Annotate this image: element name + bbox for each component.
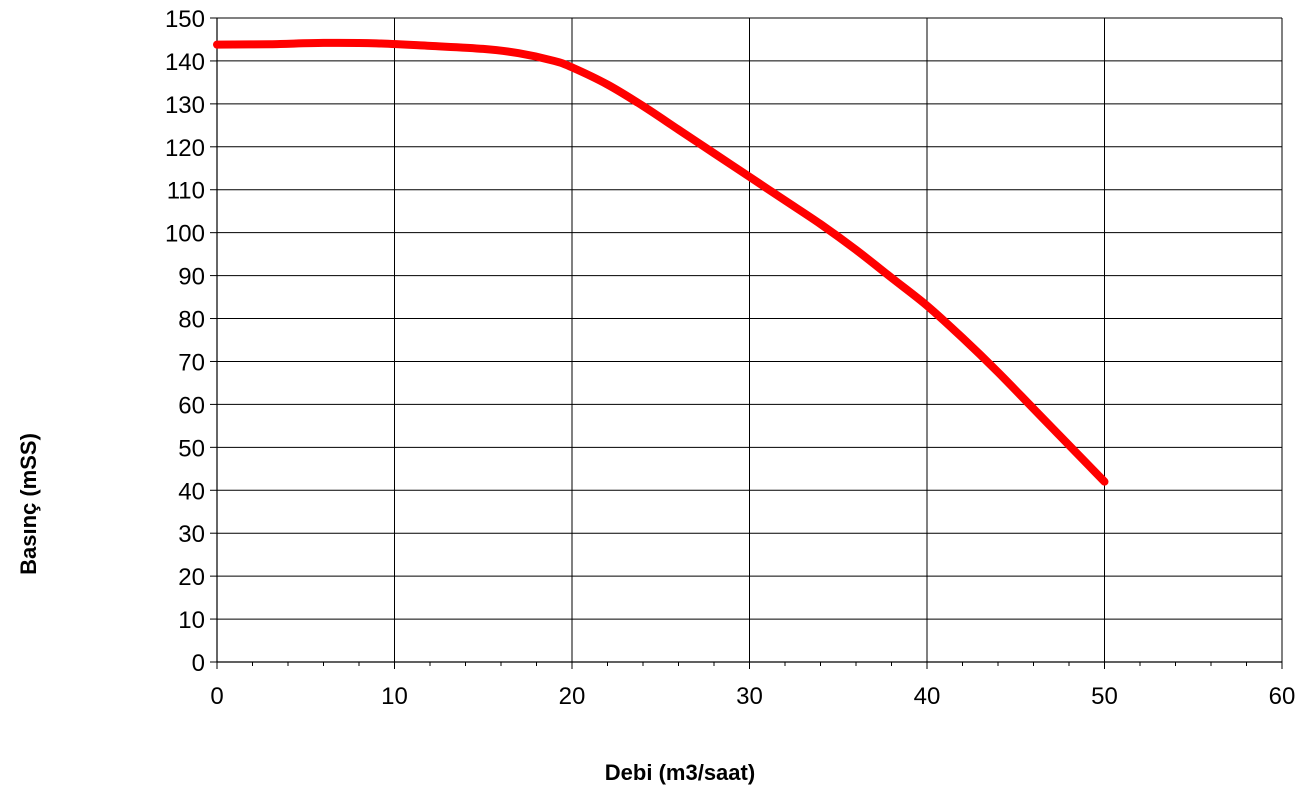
tick-labels: 0 10 20 30 40 50 60 70 80 90 100 110 120 130 140 150 0 10…: [165, 6, 1295, 710]
grid-lines: [217, 17, 1283, 662]
y-tick-label: 130: [165, 92, 205, 119]
y-tick-label: 60: [178, 392, 205, 419]
y-tick-label: 90: [178, 264, 205, 291]
x-tick-label: 40: [914, 683, 941, 710]
series-line: [213, 38, 1109, 486]
x-tick-label: 0: [210, 683, 223, 710]
y-tick-label: 120: [165, 135, 205, 162]
y-tick-label: 110: [167, 178, 205, 205]
y-tick-label: 70: [178, 349, 205, 376]
y-tick-label: 100: [165, 221, 205, 248]
y-axis-title: Basınç (mSS): [16, 433, 41, 575]
x-tick-label: 10: [381, 683, 408, 710]
x-tick-label: 20: [559, 683, 586, 710]
x-tick-label: 30: [736, 683, 763, 710]
y-tick-label: 50: [178, 435, 205, 462]
x-tick-label: 60: [1269, 683, 1296, 710]
axes: [210, 17, 1283, 669]
y-tick-label: 150: [165, 6, 205, 33]
y-tick-label: 10: [178, 607, 205, 634]
y-tick-label: 0: [192, 650, 205, 677]
y-tick-label: 40: [178, 478, 205, 505]
y-tick-label: 80: [178, 307, 205, 334]
y-tick-label: 30: [178, 521, 205, 548]
y-tick-label: 140: [165, 49, 205, 76]
y-tick-label: 20: [178, 564, 205, 591]
x-axis-title: Debi (m3/saat): [605, 760, 755, 785]
x-tick-label: 50: [1091, 683, 1118, 710]
series-layer: [213, 38, 1109, 486]
